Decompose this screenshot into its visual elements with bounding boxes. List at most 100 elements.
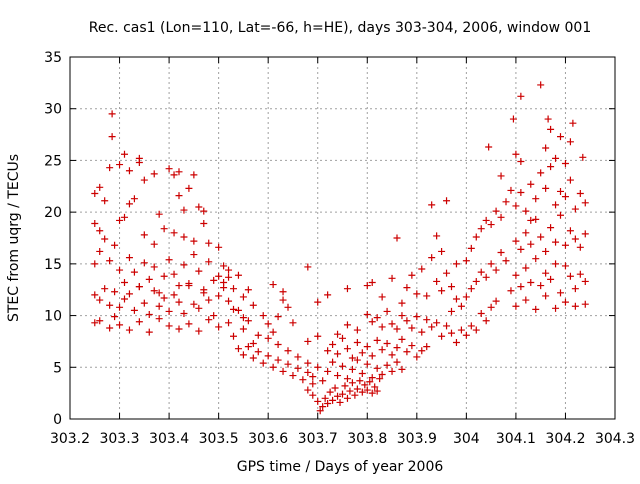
data-point (472, 233, 480, 241)
data-point (566, 138, 574, 146)
data-point (249, 354, 257, 362)
data-point (135, 154, 143, 162)
data-point (269, 281, 277, 289)
data-point (314, 298, 322, 306)
data-point (398, 299, 406, 307)
data-point (339, 362, 346, 370)
data-point (527, 240, 535, 248)
data-point (324, 367, 332, 375)
data-point (269, 328, 277, 336)
data-point (532, 215, 540, 223)
data-point (462, 293, 470, 301)
x-tick-label: 304.2 (545, 431, 585, 447)
data-point (101, 285, 109, 293)
data-point (230, 285, 237, 293)
x-axis: 303.2 303.3 303.4 303.5 303.6 303.7 303.8 303.9… (50, 57, 635, 447)
data-point (452, 260, 460, 268)
data-point (512, 202, 520, 210)
data-point (363, 386, 371, 394)
data-point (348, 365, 356, 373)
data-point (356, 377, 364, 385)
data-point (145, 275, 153, 283)
data-point (452, 338, 460, 346)
data-point (125, 200, 133, 208)
data-point (363, 343, 371, 351)
data-point (552, 304, 560, 312)
data-point (225, 266, 233, 274)
data-point (175, 282, 183, 290)
data-point (230, 305, 237, 313)
data-point (269, 363, 277, 371)
data-point (358, 369, 366, 377)
data-point (101, 235, 109, 243)
data-point (398, 365, 406, 373)
data-point (180, 310, 188, 318)
data-point (368, 352, 376, 360)
data-point (165, 256, 173, 264)
data-point (125, 167, 133, 175)
data-point (254, 331, 262, 339)
data-point (111, 313, 119, 321)
data-point (346, 387, 354, 395)
data-point (512, 237, 520, 245)
data-point (279, 367, 287, 375)
data-points (91, 81, 589, 415)
data-point (512, 271, 520, 279)
data-point (502, 257, 510, 265)
data-point (482, 273, 490, 281)
data-point (532, 255, 540, 263)
plot-frame (69, 56, 616, 420)
data-point (487, 221, 495, 229)
data-point (96, 296, 104, 304)
data-point (234, 345, 242, 353)
data-point (116, 303, 124, 311)
data-point (180, 233, 188, 241)
data-point (121, 150, 128, 158)
data-point (561, 262, 569, 270)
data-point (331, 384, 339, 392)
data-point (482, 317, 490, 325)
data-point (145, 328, 153, 336)
data-point (239, 351, 247, 359)
data-point (423, 292, 431, 300)
data-point (180, 206, 188, 214)
data-point (170, 229, 178, 237)
data-point (334, 350, 342, 358)
data-point (334, 392, 342, 400)
data-point (155, 315, 163, 323)
data-point (96, 183, 104, 191)
data-point (428, 254, 436, 262)
data-point (160, 225, 168, 233)
data-point (244, 343, 252, 351)
data-point (576, 270, 584, 278)
data-point (547, 275, 555, 283)
data-point (121, 278, 128, 286)
y-tick-label: 10 (44, 309, 62, 325)
data-point (452, 295, 460, 303)
data-point (294, 364, 302, 372)
data-point (542, 144, 550, 152)
data-point (190, 171, 198, 179)
data-point (581, 300, 589, 308)
data-point (448, 329, 455, 337)
data-point (205, 258, 213, 266)
data-point (462, 257, 470, 265)
data-point (485, 143, 493, 151)
data-point (423, 343, 431, 351)
data-point (487, 303, 495, 311)
data-point (274, 356, 282, 364)
data-point (116, 161, 124, 169)
data-point (130, 268, 138, 276)
data-point (443, 322, 451, 330)
data-point (413, 353, 421, 361)
data-point (91, 319, 99, 327)
chart-title: Rec. cas1 (Lon=110, Lat=-66, h=HE), days… (89, 20, 591, 36)
data-point (230, 332, 237, 340)
data-point (289, 372, 297, 380)
data-point (569, 119, 577, 127)
data-point (220, 278, 228, 286)
data-point (195, 203, 203, 211)
data-point (316, 407, 324, 415)
data-point (205, 316, 213, 324)
